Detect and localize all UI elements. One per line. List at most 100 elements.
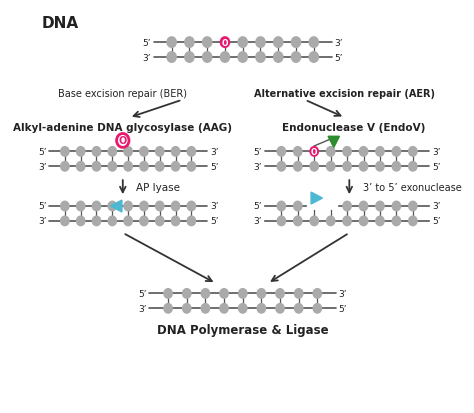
Circle shape [255, 52, 266, 64]
Circle shape [184, 37, 195, 49]
Circle shape [375, 147, 385, 157]
Circle shape [166, 37, 177, 49]
Circle shape [202, 37, 212, 49]
Text: 3’: 3’ [334, 38, 343, 47]
Circle shape [408, 161, 418, 172]
Circle shape [60, 161, 70, 172]
Circle shape [312, 288, 322, 299]
Polygon shape [110, 201, 122, 212]
Circle shape [342, 161, 352, 172]
Circle shape [139, 161, 149, 172]
Circle shape [342, 216, 352, 227]
Circle shape [256, 288, 266, 299]
Circle shape [294, 288, 303, 299]
Circle shape [91, 201, 101, 212]
Circle shape [60, 216, 70, 227]
Circle shape [291, 37, 301, 49]
Circle shape [392, 201, 401, 212]
Circle shape [342, 147, 352, 157]
Circle shape [408, 201, 418, 212]
Text: Base excision repair (BER): Base excision repair (BER) [58, 88, 187, 99]
Circle shape [123, 161, 133, 172]
Text: 3’: 3’ [38, 217, 46, 226]
Text: AP lyase: AP lyase [136, 183, 180, 192]
Polygon shape [328, 137, 339, 148]
Circle shape [60, 147, 70, 157]
Circle shape [375, 161, 385, 172]
Circle shape [219, 288, 229, 299]
Circle shape [256, 303, 266, 314]
Circle shape [359, 216, 368, 227]
Circle shape [163, 288, 173, 299]
Text: Alternative excision repair (AER): Alternative excision repair (AER) [255, 88, 436, 99]
Circle shape [171, 147, 181, 157]
Text: 5’: 5’ [432, 217, 440, 226]
Circle shape [309, 37, 319, 49]
Circle shape [276, 147, 286, 157]
Circle shape [326, 216, 336, 227]
Circle shape [342, 201, 352, 212]
Circle shape [108, 201, 117, 212]
Text: 5’: 5’ [254, 202, 262, 211]
Circle shape [163, 303, 173, 314]
Circle shape [155, 216, 164, 227]
Circle shape [108, 161, 117, 172]
Text: 3’: 3’ [138, 304, 147, 313]
Circle shape [276, 201, 286, 212]
Circle shape [310, 147, 319, 157]
Circle shape [171, 201, 181, 212]
Polygon shape [311, 192, 322, 204]
Circle shape [155, 161, 164, 172]
Circle shape [276, 216, 286, 227]
Text: 3’: 3’ [210, 147, 219, 157]
Circle shape [310, 216, 319, 227]
Text: 5’: 5’ [143, 38, 151, 47]
Text: 5’: 5’ [38, 147, 46, 157]
Circle shape [123, 147, 133, 157]
Circle shape [359, 161, 368, 172]
Circle shape [326, 147, 336, 157]
Text: 3’: 3’ [338, 289, 347, 298]
Circle shape [276, 161, 286, 172]
Circle shape [359, 147, 368, 157]
Circle shape [293, 201, 303, 212]
Circle shape [139, 147, 149, 157]
Circle shape [76, 161, 86, 172]
Circle shape [294, 303, 303, 314]
Circle shape [76, 216, 86, 227]
Circle shape [76, 201, 86, 212]
Text: O: O [118, 136, 127, 146]
Circle shape [275, 288, 285, 299]
Text: 3’: 3’ [432, 147, 440, 157]
Circle shape [117, 134, 129, 148]
Circle shape [108, 216, 117, 227]
Circle shape [309, 52, 319, 64]
Circle shape [375, 216, 385, 227]
Circle shape [293, 216, 303, 227]
Circle shape [359, 201, 368, 212]
Circle shape [312, 303, 322, 314]
Circle shape [155, 201, 164, 212]
Circle shape [293, 161, 303, 172]
Circle shape [186, 201, 196, 212]
Circle shape [139, 201, 149, 212]
Text: Alkyl-adenine DNA glycosylase (AAG): Alkyl-adenine DNA glycosylase (AAG) [13, 122, 232, 132]
Circle shape [91, 161, 101, 172]
Circle shape [182, 303, 191, 314]
Text: 5’: 5’ [210, 162, 219, 171]
Text: 5’: 5’ [338, 304, 347, 313]
Circle shape [273, 52, 283, 64]
Text: 3’: 3’ [143, 53, 151, 62]
Circle shape [219, 52, 230, 64]
Circle shape [123, 201, 133, 212]
Circle shape [202, 52, 212, 64]
Circle shape [91, 147, 101, 157]
Text: 3’ to 5’ exonuclease: 3’ to 5’ exonuclease [363, 183, 461, 192]
Text: 5’: 5’ [432, 162, 440, 171]
Circle shape [273, 37, 283, 49]
Circle shape [326, 161, 336, 172]
Circle shape [408, 147, 418, 157]
Circle shape [201, 288, 210, 299]
Text: 3’: 3’ [210, 202, 219, 211]
Text: Endonuclease V (EndoV): Endonuclease V (EndoV) [282, 122, 426, 132]
